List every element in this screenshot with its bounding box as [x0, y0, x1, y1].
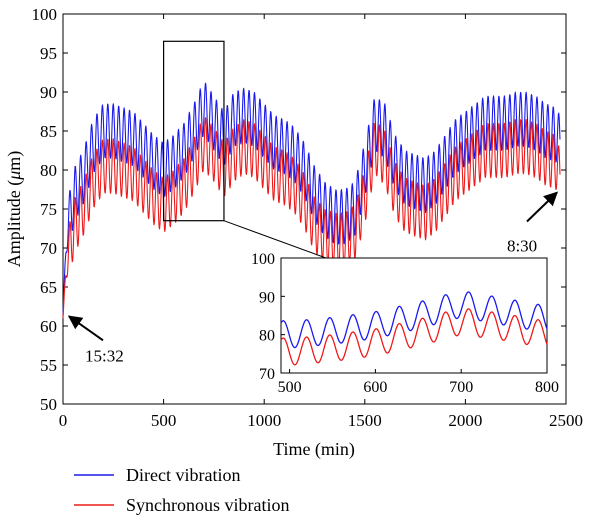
- x-tick-label: 2000: [448, 411, 482, 430]
- inset-series-line-direct: [280, 291, 548, 349]
- inset-x-tick-label: 600: [363, 379, 387, 396]
- inset-x-tick-label: 500: [278, 379, 302, 396]
- annotations: 15:32 8:30: [67, 191, 558, 365]
- annotation-arrow-start: [67, 315, 104, 342]
- y-tick-label: 65: [40, 278, 57, 297]
- y-tick-label: 75: [40, 200, 57, 219]
- legend-label-synchronous: Synchronous vibration: [126, 495, 290, 515]
- inset-series-line-synchronous: [280, 308, 548, 366]
- zoom-box: [163, 40, 225, 222]
- inset-plot-frame: [280, 257, 548, 374]
- zoom-connector-line: [223, 220, 327, 259]
- inset-y-tick-label: 70: [259, 366, 275, 383]
- y-tick-label: 70: [40, 239, 57, 258]
- y-axis-label-suffix: m): [4, 151, 25, 171]
- annotation-arrow-end: [526, 191, 558, 223]
- inset-y-tick-label: 80: [259, 328, 275, 345]
- x-tick-label: 0: [59, 411, 68, 430]
- y-axis-label-unit: μ: [4, 171, 24, 181]
- y-tick-label: 80: [40, 161, 57, 180]
- inset-y-tick-label: 90: [259, 289, 275, 306]
- main-ticks: 0 500 1000 1500 2000 2500 50 55 60 65 70 75 80 85 90 95…: [32, 5, 584, 430]
- annotation-end-time: 8:30: [507, 237, 537, 256]
- series-line-synchronous: [62, 117, 561, 319]
- x-tick-label: 500: [151, 411, 177, 430]
- series-line-direct: [62, 82, 561, 315]
- y-tick-label: 85: [40, 122, 57, 141]
- x-tick-label: 2500: [549, 411, 583, 430]
- legend: Direct vibration Synchronous vibration: [74, 465, 290, 515]
- inset-series: [280, 291, 548, 366]
- x-tick-label: 1500: [348, 411, 382, 430]
- annotation-start-time: 15:32: [85, 346, 124, 365]
- x-axis-label: Time (min): [273, 439, 355, 460]
- y-tick-label: 100: [32, 5, 58, 24]
- y-tick-label: 90: [40, 83, 57, 102]
- inset-ticks: 500 600 700 800 70 80 90 100: [251, 251, 559, 396]
- inset-x-tick-label: 800: [535, 379, 559, 396]
- x-tick-label: 1000: [247, 411, 281, 430]
- inset-background: [281, 258, 547, 373]
- zoom-indicator: [163, 40, 327, 259]
- inset-x-tick-label: 700: [449, 379, 473, 396]
- y-axis-label-prefix: Amplitude (: [4, 180, 25, 268]
- main-series: [62, 82, 561, 319]
- legend-label-direct: Direct vibration: [126, 465, 240, 485]
- inset-y-tick-label: 100: [251, 251, 275, 268]
- y-tick-label: 55: [40, 356, 57, 375]
- y-tick-label: 50: [40, 395, 57, 414]
- y-tick-label: 95: [40, 44, 57, 63]
- y-tick-label: 60: [40, 317, 57, 336]
- y-axis-label: Amplitude (μm): [4, 151, 25, 268]
